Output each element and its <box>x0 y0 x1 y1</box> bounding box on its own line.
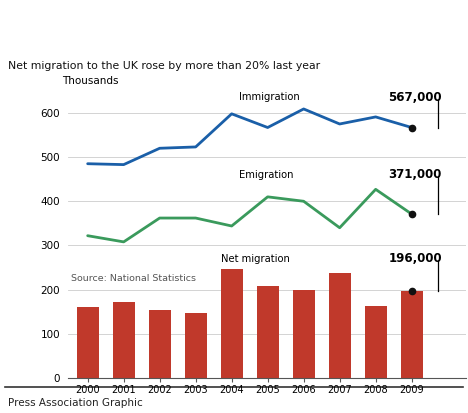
Bar <box>329 273 351 378</box>
Text: Immigration: Immigration <box>239 93 300 102</box>
Text: 567,000: 567,000 <box>388 91 442 104</box>
Bar <box>76 307 99 378</box>
Bar <box>112 302 135 378</box>
Text: Net migration: Net migration <box>221 254 290 263</box>
Bar <box>292 290 315 378</box>
Bar <box>256 286 279 378</box>
Text: 371,000: 371,000 <box>388 168 442 181</box>
Text: 196,000: 196,000 <box>388 252 442 265</box>
Bar <box>365 306 387 378</box>
Text: Thousands: Thousands <box>62 76 119 86</box>
Text: Net migration rises: Net migration rises <box>8 18 183 33</box>
Bar <box>220 269 243 378</box>
Bar <box>184 313 207 378</box>
Text: Net migration to the UK rose by more than 20% last year: Net migration to the UK rose by more tha… <box>8 61 321 71</box>
Text: Press Association Graphic: Press Association Graphic <box>8 398 143 408</box>
Text: Source: National Statistics: Source: National Statistics <box>72 274 197 283</box>
Text: Emigration: Emigration <box>239 170 293 180</box>
Bar <box>401 291 423 378</box>
Bar <box>148 310 171 378</box>
